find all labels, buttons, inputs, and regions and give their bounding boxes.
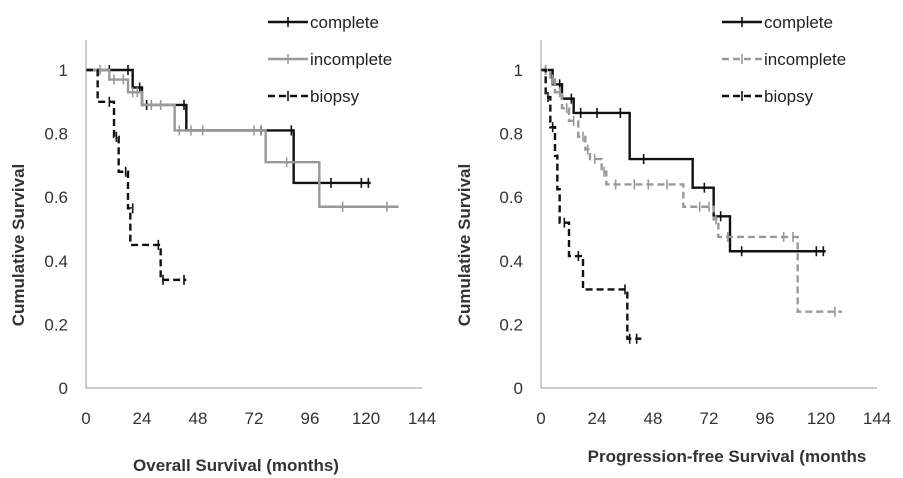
x-tick-label: 96	[301, 409, 320, 428]
y-tick-label: 0	[514, 379, 523, 398]
y-tick-label: 0.8	[44, 125, 68, 144]
x-tick-label: 144	[408, 409, 436, 428]
y-tick-label: 1	[59, 61, 68, 80]
legend-label: incomplete	[310, 50, 392, 69]
legend-label: incomplete	[764, 50, 846, 69]
legend-label: complete	[310, 13, 379, 32]
x-axis-label: Overall Survival (months)	[133, 456, 339, 475]
y-tick-label: 0.2	[44, 315, 68, 334]
y-axis-label: Cumulative Survival	[9, 164, 28, 327]
legend-label: complete	[764, 13, 833, 32]
x-tick-labels: 0 24 48 72 96 120 144	[81, 409, 436, 428]
y-axis-label: Cumulative Survival	[455, 164, 474, 327]
y-tick-label: 0.6	[44, 188, 68, 207]
x-axis-label: Progression-free Survival (months	[588, 447, 867, 466]
x-tick-label: 72	[245, 409, 264, 428]
progression-free-survival-chart: 0 24 48 72 96 120 144 0 0.2 0.4 0.6 0.8 1 Progressi…	[455, 13, 891, 466]
x-tick-label: 144	[863, 409, 891, 428]
x-tick-label: 24	[133, 409, 152, 428]
x-tick-label: 72	[700, 409, 719, 428]
x-tick-label: 96	[756, 409, 775, 428]
legend-label: biopsy	[764, 87, 814, 106]
legend: complete incomplete biopsy	[722, 13, 846, 106]
chart-marks	[541, 65, 842, 344]
legend: complete incomplete biopsy	[268, 13, 392, 106]
y-tick-label: 0.2	[499, 315, 523, 334]
y-tick-label: 0.6	[499, 188, 523, 207]
chart-marks	[86, 65, 399, 285]
survival-line-biopsy	[86, 68, 187, 282]
y-tick-labels: 0 0.2 0.4 0.6 0.8 1	[499, 61, 523, 398]
y-tick-label: 1	[514, 61, 523, 80]
y-tick-label: 0.4	[44, 252, 68, 271]
x-tick-label: 0	[81, 409, 90, 428]
survival-line-incomplete	[541, 68, 842, 313]
legend-label: biopsy	[310, 87, 360, 106]
y-tick-label: 0.4	[499, 252, 523, 271]
y-tick-labels: 0 0.2 0.4 0.6 0.8 1	[44, 61, 68, 398]
y-tick-label: 0	[59, 379, 68, 398]
y-tick-label: 0.8	[499, 125, 523, 144]
overall-survival-chart: 0 24 48 72 96 120 144 0 0.2 0.4 0.6 0.8 1 Overall S…	[9, 13, 436, 475]
survival-line-complete	[541, 68, 826, 253]
x-tick-label: 0	[536, 409, 545, 428]
x-tick-labels: 0 24 48 72 96 120 144	[536, 409, 891, 428]
x-tick-label: 24	[588, 409, 607, 428]
x-tick-label: 48	[189, 409, 208, 428]
x-tick-label: 120	[352, 409, 380, 428]
survival-line-incomplete	[86, 68, 399, 208]
survival-line-biopsy	[541, 68, 642, 340]
x-tick-label: 48	[644, 409, 663, 428]
x-tick-label: 120	[807, 409, 835, 428]
